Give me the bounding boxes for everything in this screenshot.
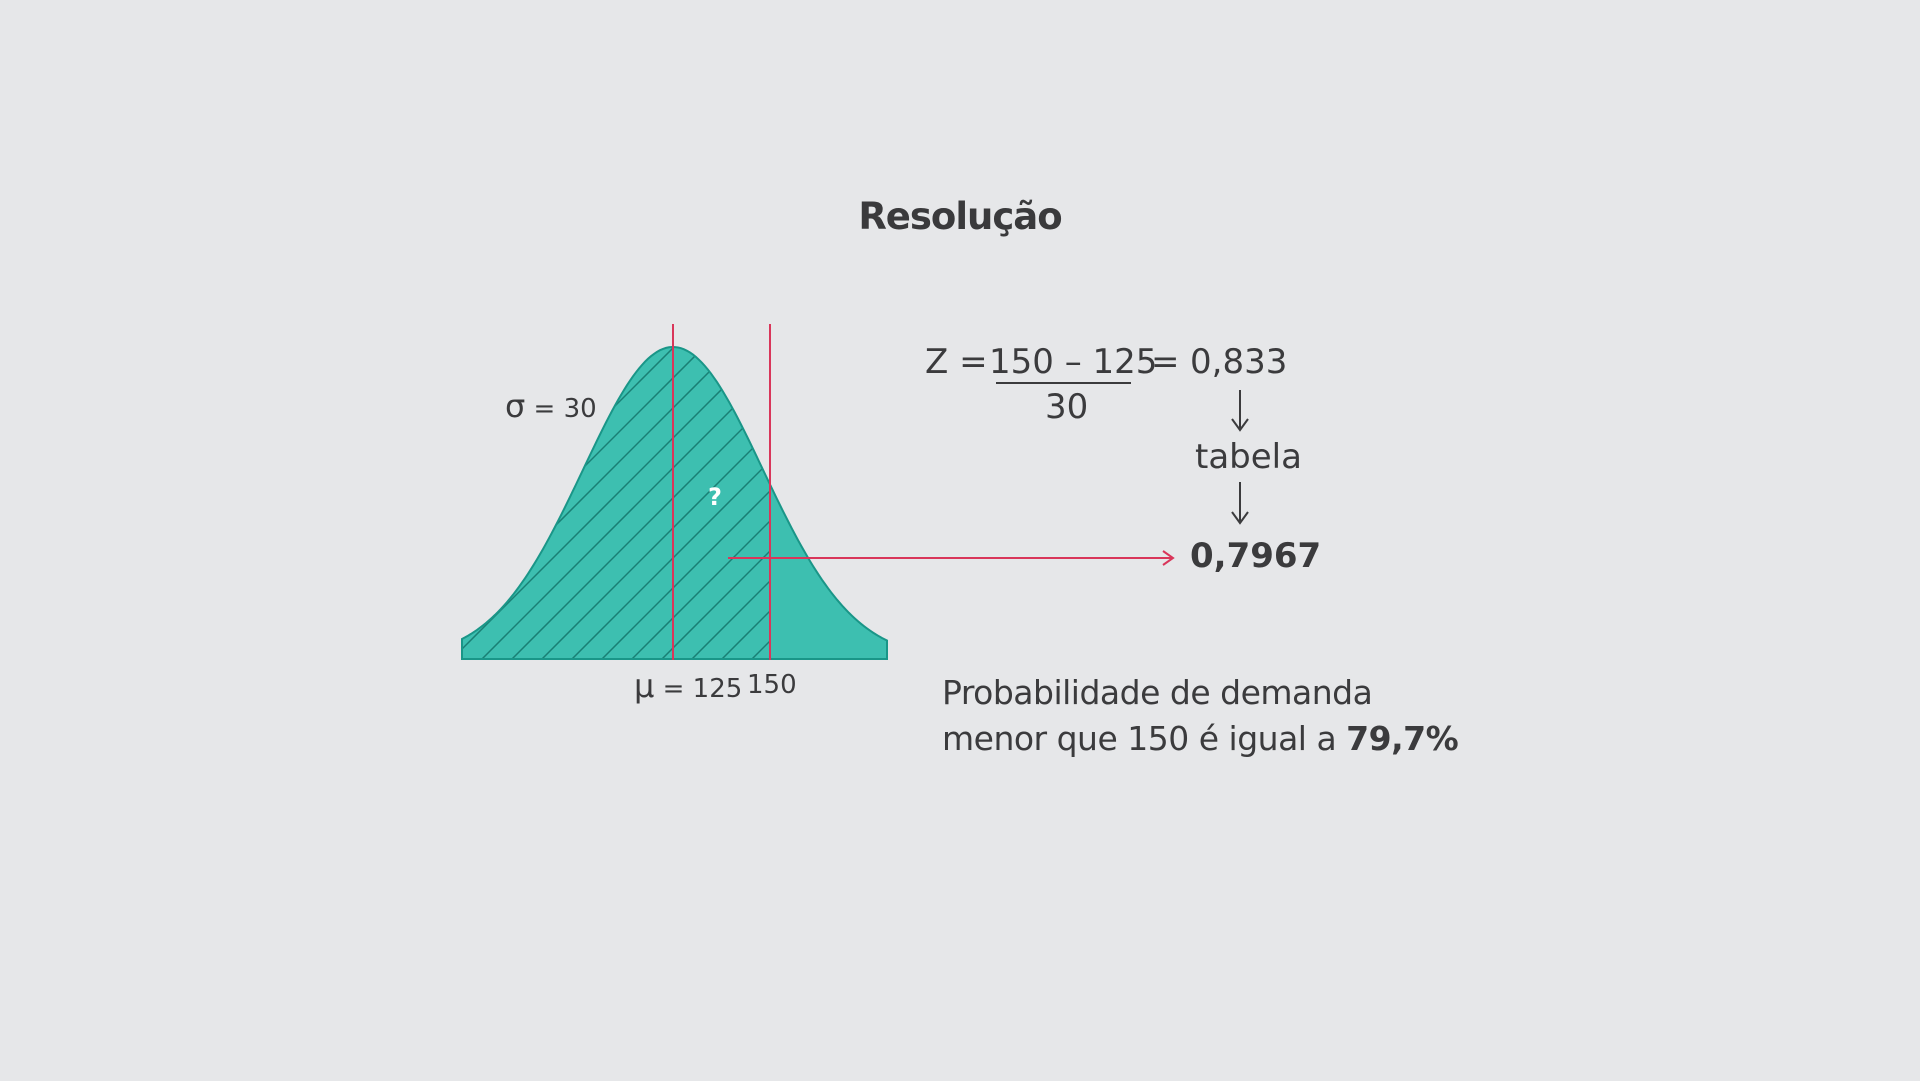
conclusion-line-1: Probabilidade de demanda (942, 673, 1373, 712)
hatch-line (122, 339, 442, 659)
bell-curve-outline (461, 345, 888, 660)
conclusion-percentage: 79,7% (1346, 719, 1459, 758)
conclusion-line-2: menor que 150 é igual a 79,7% (942, 719, 1459, 758)
hatch-line (541, 347, 770, 659)
hatch-line (932, 339, 1252, 659)
down-arrow-icon (1231, 390, 1249, 432)
mean-label: μ = 125 (634, 667, 743, 705)
sigma-label: σ = 30 (505, 387, 597, 425)
table-label: tabela (1195, 437, 1302, 477)
hatch-line (62, 339, 382, 659)
hatch-line (872, 339, 1192, 659)
probability-arrow-head (1162, 550, 1175, 566)
table-probability-value: 0,7967 (1190, 536, 1322, 576)
fraction-denominator: 30 (1045, 387, 1089, 427)
hatch-line (462, 347, 503, 659)
z-symbol: Z = (925, 342, 988, 382)
hatch-line (462, 347, 533, 659)
hatch-line (631, 347, 770, 659)
page-title: Resolução (858, 195, 1062, 238)
hatch-line (661, 347, 770, 659)
down-arrow-icon (1231, 482, 1249, 525)
hatch-line (92, 339, 412, 659)
hatch-line (601, 347, 770, 659)
x-value-label: 150 (747, 670, 797, 700)
fraction-numerator: 150 – 125 (989, 342, 1158, 382)
hatch-line (842, 339, 1162, 659)
hatch-line (571, 347, 770, 659)
z-value: 0,833 (1190, 342, 1288, 382)
hatch-line (462, 347, 770, 659)
unknown-area-label: ? (708, 483, 722, 511)
conclusion-text: Probabilidade de demanda menor que 150 é… (942, 670, 1459, 762)
equals-sign: = (1151, 342, 1180, 382)
hatch-line (462, 347, 473, 659)
bell-curve-area (462, 347, 887, 659)
hatch-line (691, 347, 770, 659)
